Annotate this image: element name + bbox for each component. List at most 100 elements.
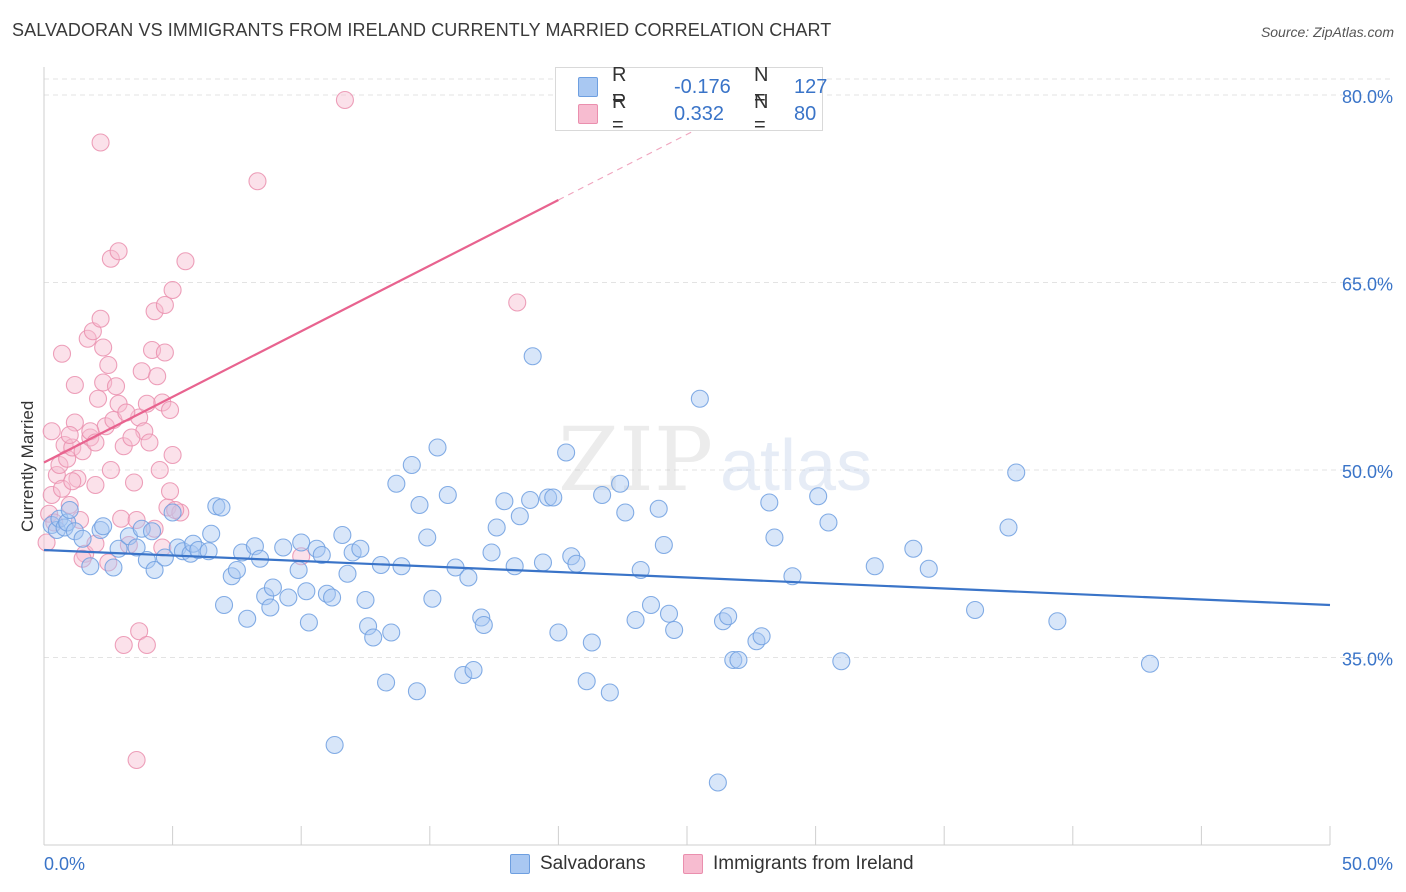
point-salvadoran: [279, 588, 298, 607]
point-ireland: [112, 509, 131, 528]
point-salvadoran: [708, 773, 727, 792]
point-ireland: [148, 367, 167, 386]
point-ireland: [166, 500, 185, 520]
point-ireland: [124, 473, 144, 492]
point-ireland: [52, 479, 72, 498]
point-salvadoran: [212, 498, 231, 517]
point-salvadoran: [464, 660, 483, 680]
point-salvadoran: [577, 672, 596, 691]
point-salvadoran: [418, 528, 437, 547]
point-salvadoran: [333, 525, 352, 545]
legend-r-label: R =: [612, 91, 627, 136]
point-ireland: [155, 295, 174, 315]
point-salvadoran: [261, 598, 280, 617]
trend-line-ireland: [43, 199, 559, 464]
point-salvadoran: [760, 493, 779, 512]
point-ireland: [145, 302, 164, 321]
trend-extension-ireland: [558, 74, 804, 201]
point-ireland: [73, 549, 92, 568]
bottom-legend-swatch-salvadorans: [510, 854, 530, 874]
point-salvadoran: [533, 553, 553, 572]
y-tick-label: 35.0%: [1342, 650, 1393, 670]
point-salvadoran: [713, 612, 733, 631]
point-ireland: [99, 355, 118, 375]
point-salvadoran: [163, 503, 182, 522]
trend-line-salvadorans: [43, 548, 1331, 607]
point-salvadoran: [865, 557, 884, 576]
bottom-legend-ireland[interactable]: Immigrants from Ireland: [683, 852, 914, 876]
gridlines: [44, 78, 1393, 658]
point-salvadoran: [523, 347, 542, 366]
point-salvadoran: [611, 474, 630, 493]
point-salvadoran: [428, 438, 447, 457]
point-ireland: [163, 280, 182, 300]
point-salvadoran: [582, 633, 601, 652]
point-salvadoran: [289, 560, 308, 580]
point-salvadoran: [94, 517, 113, 536]
point-salvadoran: [919, 559, 938, 578]
legend-n-value: 80: [794, 102, 817, 125]
point-salvadoran: [137, 550, 156, 570]
point-salvadoran: [904, 539, 923, 558]
point-salvadoran: [747, 632, 766, 651]
point-salvadoran: [407, 682, 426, 701]
bottom-legend-salvadorans[interactable]: Salvadorans: [510, 852, 646, 876]
point-ireland: [176, 252, 195, 271]
point-ireland: [145, 519, 164, 538]
point-salvadoran: [649, 499, 668, 518]
point-salvadoran: [214, 595, 234, 615]
point-salvadoran: [359, 617, 378, 636]
point-salvadoran: [60, 500, 79, 520]
point-ireland: [60, 425, 79, 445]
point-salvadoran: [410, 495, 429, 515]
point-ireland: [52, 344, 72, 363]
point-salvadoran: [338, 564, 357, 583]
point-salvadoran: [104, 558, 123, 577]
bottom-legend-swatch-ireland: [683, 854, 703, 874]
point-ireland: [88, 389, 108, 408]
series-salvadorans-points: [42, 347, 1160, 792]
point-salvadoran: [1140, 654, 1160, 673]
source-label: Source: ZipAtlas.com: [1260, 24, 1394, 40]
point-ireland: [63, 472, 82, 491]
legend-r-value: -0.176: [674, 75, 731, 98]
point-salvadoran: [544, 488, 563, 507]
point-salvadoran: [487, 518, 506, 537]
point-salvadoran: [299, 613, 318, 632]
point-ireland: [68, 469, 87, 488]
point-ireland: [86, 475, 105, 495]
point-ireland: [132, 362, 151, 381]
point-salvadoran: [55, 518, 74, 537]
point-salvadoran: [600, 683, 619, 702]
point-salvadoran: [202, 524, 221, 543]
point-ireland: [140, 433, 159, 452]
point-salvadoran: [616, 503, 635, 522]
point-ireland: [101, 460, 120, 480]
point-ireland: [122, 428, 141, 447]
legend-n-label: N =: [754, 64, 769, 109]
point-ireland: [127, 510, 146, 530]
point-ireland: [99, 553, 118, 572]
point-salvadoran: [832, 652, 851, 671]
point-salvadoran: [593, 485, 612, 505]
point-salvadoran: [65, 522, 84, 541]
correlation-legend: R = -0.176 N = 127 R = 0.332 N = 80: [555, 64, 827, 136]
y-axis-label: Currently Married: [18, 400, 37, 532]
point-salvadoran: [132, 519, 151, 538]
point-ireland: [101, 249, 120, 268]
point-salvadoran: [765, 528, 784, 547]
point-salvadoran: [459, 568, 478, 587]
point-salvadoran: [654, 535, 673, 555]
point-salvadoran: [227, 560, 246, 580]
point-salvadoran: [325, 735, 344, 755]
point-ireland: [40, 504, 59, 523]
point-salvadoran: [423, 589, 442, 608]
point-salvadoran: [402, 455, 421, 475]
point-salvadoran: [539, 488, 558, 507]
point-salvadoran: [641, 595, 661, 615]
point-salvadoran: [495, 492, 514, 511]
point-ireland: [91, 133, 110, 152]
point-salvadoran: [238, 609, 257, 628]
point-ireland: [150, 460, 169, 480]
